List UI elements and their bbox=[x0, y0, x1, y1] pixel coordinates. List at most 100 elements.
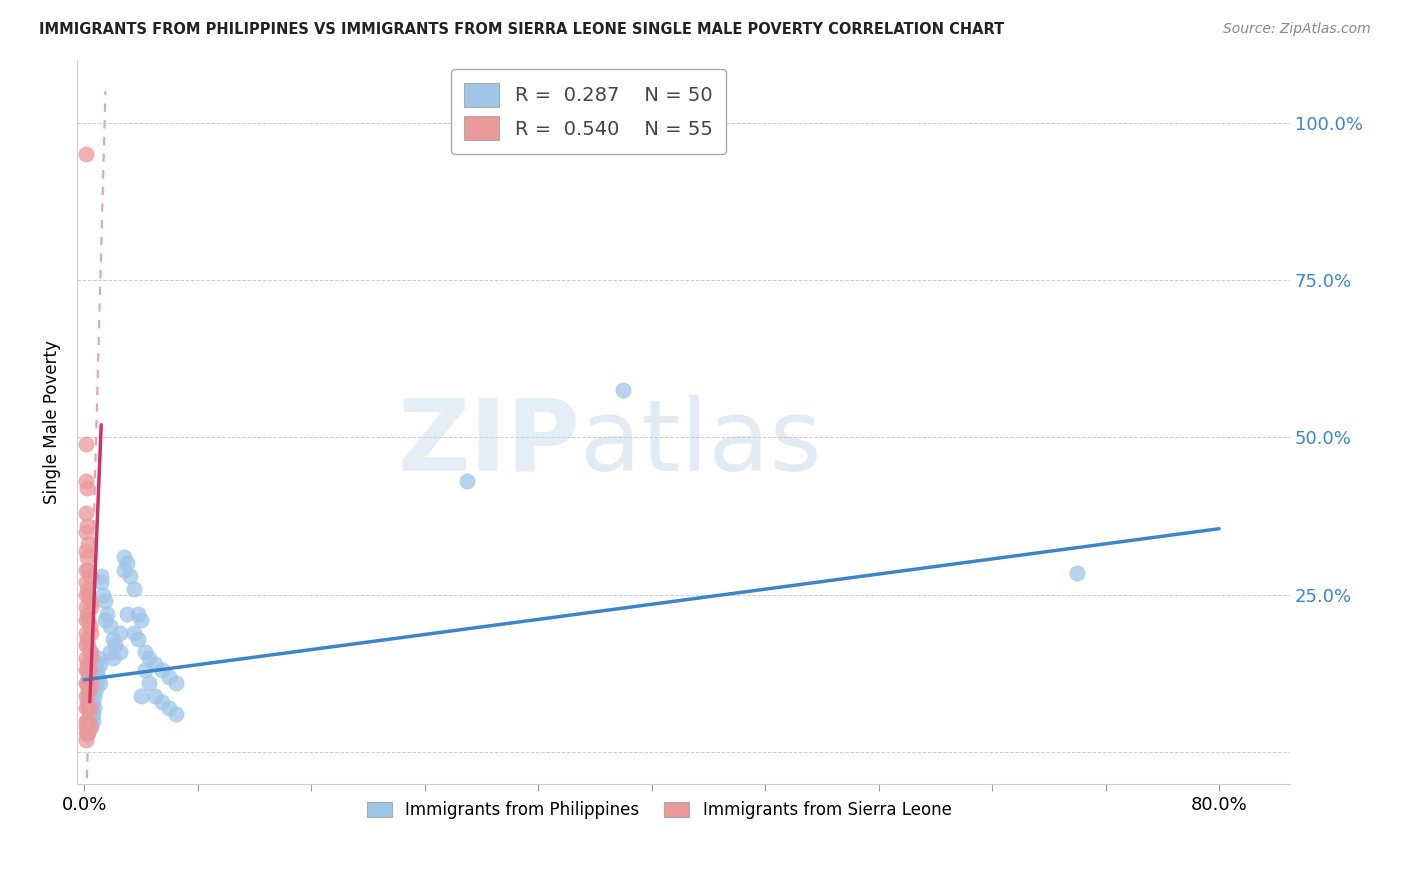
Point bbox=[165, 676, 187, 690]
Point bbox=[138, 676, 160, 690]
Point bbox=[75, 625, 97, 640]
Point bbox=[77, 682, 100, 697]
Point bbox=[79, 682, 101, 697]
Point bbox=[83, 689, 105, 703]
Point bbox=[101, 650, 124, 665]
Point bbox=[75, 613, 97, 627]
Point bbox=[115, 557, 138, 571]
Point bbox=[143, 689, 166, 703]
Point bbox=[79, 644, 101, 658]
Point bbox=[80, 714, 103, 728]
Point bbox=[157, 670, 180, 684]
Point bbox=[83, 664, 105, 678]
Point bbox=[79, 569, 101, 583]
Y-axis label: Single Male Poverty: Single Male Poverty bbox=[44, 340, 60, 504]
Point bbox=[76, 676, 98, 690]
Point bbox=[77, 563, 100, 577]
Point bbox=[75, 543, 97, 558]
Point bbox=[98, 644, 121, 658]
Point bbox=[76, 714, 98, 728]
Point bbox=[75, 720, 97, 734]
Point bbox=[104, 638, 127, 652]
Point bbox=[75, 664, 97, 678]
Point bbox=[456, 475, 478, 489]
Point bbox=[79, 676, 101, 690]
Point bbox=[75, 600, 97, 615]
Point bbox=[76, 549, 98, 564]
Point bbox=[127, 607, 149, 621]
Point bbox=[76, 607, 98, 621]
Point bbox=[77, 726, 100, 740]
Point bbox=[79, 695, 101, 709]
Point bbox=[86, 676, 108, 690]
Point bbox=[77, 701, 100, 715]
Point bbox=[79, 664, 101, 678]
Point bbox=[89, 657, 111, 672]
Point bbox=[150, 695, 173, 709]
Point bbox=[84, 670, 107, 684]
Text: atlas: atlas bbox=[581, 395, 823, 491]
Point bbox=[76, 632, 98, 646]
Point bbox=[127, 632, 149, 646]
Point bbox=[91, 588, 114, 602]
Point bbox=[75, 714, 97, 728]
Point bbox=[122, 582, 145, 596]
Point bbox=[143, 657, 166, 672]
Point bbox=[82, 695, 104, 709]
Point bbox=[76, 481, 98, 495]
Point bbox=[96, 607, 118, 621]
Point bbox=[157, 701, 180, 715]
Point bbox=[75, 732, 97, 747]
Point bbox=[80, 701, 103, 715]
Point bbox=[80, 650, 103, 665]
Point bbox=[112, 549, 135, 564]
Point bbox=[79, 701, 101, 715]
Point bbox=[80, 720, 103, 734]
Point bbox=[76, 657, 98, 672]
Point bbox=[80, 625, 103, 640]
Point bbox=[75, 701, 97, 715]
Point bbox=[77, 689, 100, 703]
Point bbox=[86, 664, 108, 678]
Legend: Immigrants from Philippines, Immigrants from Sierra Leone: Immigrants from Philippines, Immigrants … bbox=[360, 795, 959, 826]
Point bbox=[79, 619, 101, 633]
Point bbox=[80, 600, 103, 615]
Point bbox=[77, 701, 100, 715]
Point bbox=[75, 726, 97, 740]
Point bbox=[82, 682, 104, 697]
Point bbox=[112, 563, 135, 577]
Point bbox=[77, 670, 100, 684]
Point bbox=[165, 707, 187, 722]
Point bbox=[134, 644, 156, 658]
Point bbox=[75, 575, 97, 590]
Point bbox=[79, 657, 101, 672]
Point bbox=[612, 383, 634, 397]
Point bbox=[75, 563, 97, 577]
Point bbox=[75, 689, 97, 703]
Point bbox=[150, 664, 173, 678]
Point bbox=[82, 657, 104, 672]
Point bbox=[77, 537, 100, 551]
Point bbox=[94, 594, 117, 608]
Point bbox=[77, 638, 100, 652]
Point bbox=[82, 707, 104, 722]
Point bbox=[94, 613, 117, 627]
Point bbox=[80, 644, 103, 658]
Point bbox=[115, 607, 138, 621]
Point bbox=[75, 524, 97, 539]
Point bbox=[75, 147, 97, 161]
Point bbox=[76, 518, 98, 533]
Point bbox=[98, 619, 121, 633]
Point bbox=[90, 569, 112, 583]
Point bbox=[108, 644, 131, 658]
Text: IMMIGRANTS FROM PHILIPPINES VS IMMIGRANTS FROM SIERRA LEONE SINGLE MALE POVERTY : IMMIGRANTS FROM PHILIPPINES VS IMMIGRANT… bbox=[39, 22, 1005, 37]
Point bbox=[79, 720, 101, 734]
Point bbox=[75, 638, 97, 652]
Point bbox=[80, 676, 103, 690]
Point bbox=[76, 664, 98, 678]
Point bbox=[77, 664, 100, 678]
Point bbox=[129, 689, 152, 703]
Point bbox=[84, 657, 107, 672]
Point bbox=[75, 506, 97, 520]
Point bbox=[138, 650, 160, 665]
